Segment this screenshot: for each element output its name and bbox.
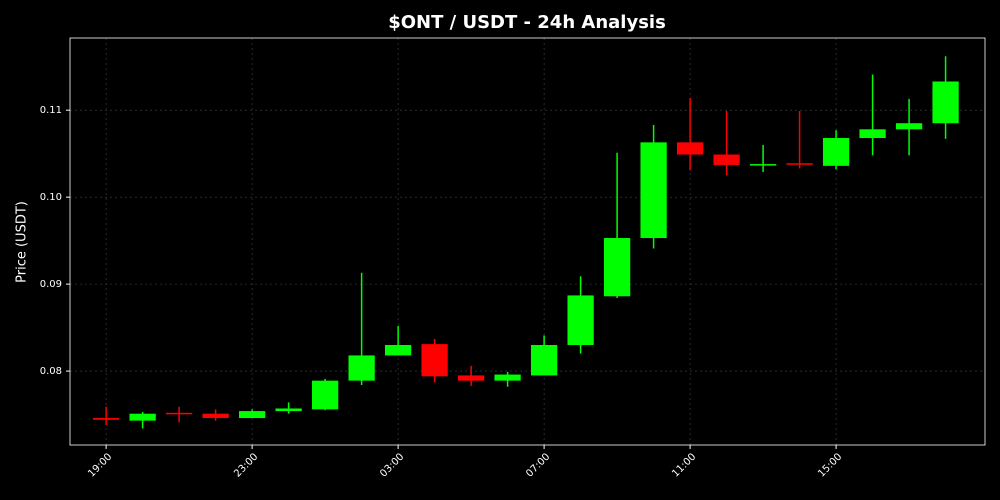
candle-body: [92, 418, 120, 420]
candle-body: [786, 163, 813, 165]
candle-body: [421, 344, 448, 377]
candle-body: [895, 123, 923, 130]
chart-title: $ONT / USDT - 24h Analysis: [388, 12, 666, 33]
candle-body: [275, 408, 302, 412]
candle-body: [749, 164, 777, 166]
candle-body: [603, 238, 631, 297]
y-tick-label: 0.10: [40, 192, 62, 203]
y-tick-label: 0.11: [40, 105, 62, 116]
y-axis-label: Price (USDT): [15, 201, 30, 283]
candle-body: [932, 81, 959, 124]
candle-body: [202, 413, 229, 419]
candle-body: [640, 142, 667, 239]
candle-body: [311, 380, 339, 410]
candle-body: [457, 375, 485, 381]
candle-body: [676, 142, 704, 155]
y-tick-label: 0.09: [40, 279, 62, 290]
candle-body: [238, 411, 266, 419]
candle-body: [129, 413, 156, 421]
candle-body: [165, 412, 193, 415]
candle-body: [384, 344, 412, 356]
candle-body: [567, 295, 594, 345]
candle-body: [494, 374, 521, 381]
candle-body: [530, 344, 558, 376]
y-tick-label: 0.08: [40, 366, 62, 377]
candle-body: [859, 129, 886, 139]
candle-body: [348, 355, 375, 381]
candle-body: [822, 138, 850, 166]
plot-frame: [69, 37, 986, 446]
candle-body: [713, 154, 740, 165]
